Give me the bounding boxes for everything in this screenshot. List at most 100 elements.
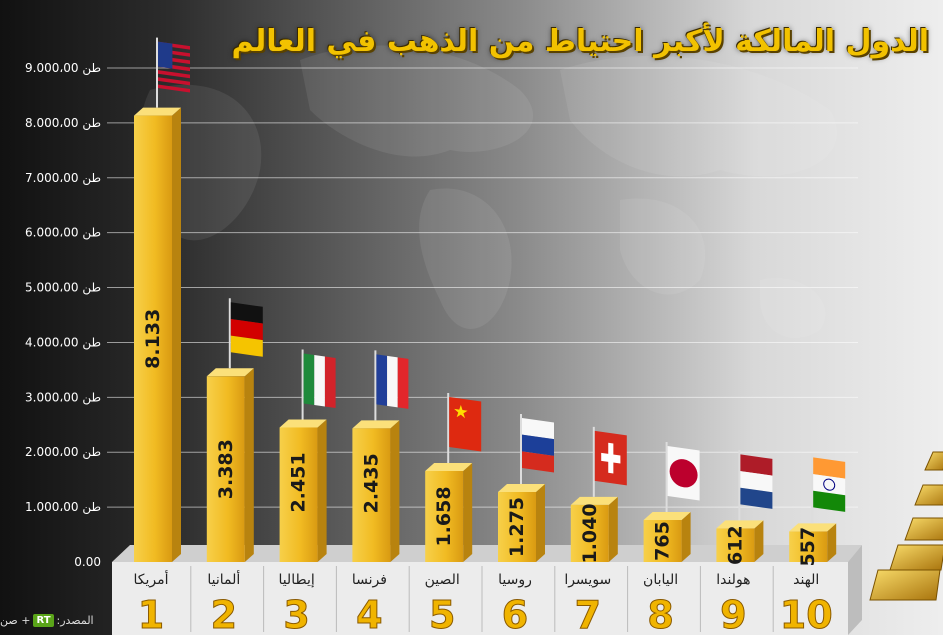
category-label: أمريكا: [133, 570, 168, 588]
bar: [716, 528, 755, 562]
china-flag: ★: [449, 396, 482, 452]
rank-number: 6: [502, 593, 528, 635]
rank-number: 7: [575, 593, 601, 635]
bar-side: [390, 420, 400, 562]
netherlands-flag: [740, 454, 773, 509]
bar-value-label: 1.658: [433, 486, 455, 546]
bar-top: [425, 462, 473, 471]
italy-flag: [303, 353, 336, 408]
bars-group: 8.133 أمريكا 1 3.383 ألمانيا 2 2.451 إيطاليا 3 2.…: [133, 37, 846, 635]
usa-flag: [158, 41, 190, 93]
bar-value-label: 8.133: [142, 309, 164, 369]
category-label: سويسرا: [564, 572, 611, 588]
rank-number: 8: [647, 593, 673, 635]
bar-side: [827, 523, 837, 562]
bar-side: [244, 368, 254, 562]
map-landmass: [620, 198, 706, 295]
bar-value-label: 765: [652, 521, 674, 561]
bar: [789, 531, 828, 562]
bar-value-label: 2.435: [360, 453, 382, 513]
france-flag: [376, 354, 409, 409]
category-label: اليابان: [643, 572, 678, 588]
bar: [425, 470, 464, 562]
bar-value-label: 3.383: [215, 439, 237, 499]
bar-side: [317, 419, 327, 562]
switzerland-flag: [594, 430, 627, 486]
bar: [352, 428, 391, 562]
bar-side: [754, 520, 764, 562]
grid-lines: 0.00 1.000،00 طن 2.000،00 طن 3.000،00 طن 4.0…: [25, 61, 858, 569]
rank-number: 9: [720, 593, 746, 635]
bar-top: [643, 512, 691, 521]
category-label: الهند: [793, 572, 819, 588]
gold-bars-decoration: [869, 451, 943, 601]
category-label: روسيا: [498, 572, 532, 588]
india-flag: [813, 457, 846, 512]
y-tick-label: 4.000،00 طن: [25, 335, 101, 350]
bar-value-label: 1.275: [506, 497, 528, 557]
bar-value-label: 1.040: [579, 503, 601, 563]
bar-side: [463, 462, 473, 562]
bar-top: [206, 368, 254, 377]
platform-side: [848, 545, 862, 635]
bar-top: [716, 520, 764, 529]
chart-title: الدول المالكة لأكبر احتياط من الذهب في ا…: [231, 24, 929, 59]
gold-ingot: [904, 517, 943, 541]
bar-top: [352, 420, 400, 429]
platform-front: [112, 562, 848, 635]
bar-value-label: 2.451: [288, 452, 310, 512]
bar-side: [681, 512, 691, 562]
bar: [643, 520, 682, 562]
bar-value-label: 612: [724, 525, 746, 565]
bar: [206, 376, 245, 562]
map-landmass: [300, 45, 534, 157]
bar-side: [172, 107, 181, 562]
japan-flag: [667, 446, 700, 501]
rt-logo: RT: [33, 614, 54, 627]
map-landmass: [419, 188, 512, 329]
category-label: فرنسا: [352, 572, 387, 588]
y-tick-label: 1.000،00 طن: [25, 500, 101, 515]
rank-number: 10: [780, 593, 833, 635]
gold-ingot: [889, 544, 943, 571]
bar-top: [498, 484, 545, 493]
bar: [498, 492, 536, 562]
y-tick-label: 9.000،00 طن: [25, 61, 101, 76]
russia-flag: [522, 418, 554, 473]
gold-ingot: [924, 451, 943, 471]
bar-side: [608, 496, 618, 562]
category-label: ألمانيا: [207, 570, 240, 588]
rank-number: 2: [211, 593, 237, 635]
world-map-background: [139, 45, 838, 339]
category-label: إيطاليا: [278, 572, 314, 588]
source-tail: + صن: [0, 614, 31, 627]
svg-text:★: ★: [453, 402, 469, 424]
y-tick-label: 7.000،00 طن: [25, 171, 101, 186]
y-tick-label: 6.000،00 طن: [25, 226, 101, 241]
gold-ingot: [914, 484, 943, 506]
bar-top: [279, 419, 327, 428]
source-label: المصدر:: [56, 614, 94, 627]
germany-flag: [230, 302, 263, 357]
category-label: هولندا: [716, 572, 750, 588]
rank-number: 4: [356, 593, 382, 635]
y-tick-label: 5.000،00 طن: [25, 281, 101, 296]
bar: [279, 427, 318, 562]
bar-side: [536, 484, 545, 562]
rank-number: 5: [429, 593, 455, 635]
y-tick-label: 2.000،00 طن: [25, 445, 101, 460]
source-credit: المصدر: RT + صن: [0, 614, 94, 627]
y-tick-label: 8.000،00 طن: [25, 116, 101, 131]
category-label: الصين: [425, 572, 460, 588]
gold-ingot: [869, 569, 941, 601]
bar-value-label: 557: [797, 527, 819, 567]
bar-top: [134, 107, 181, 116]
map-landmass: [760, 278, 826, 339]
y-tick-label: 3.000،00 طن: [25, 390, 101, 405]
map-landmass: [560, 55, 838, 177]
bar: [134, 115, 172, 562]
y-tick-label: 0.00: [74, 555, 101, 569]
rank-number: 3: [283, 593, 309, 635]
